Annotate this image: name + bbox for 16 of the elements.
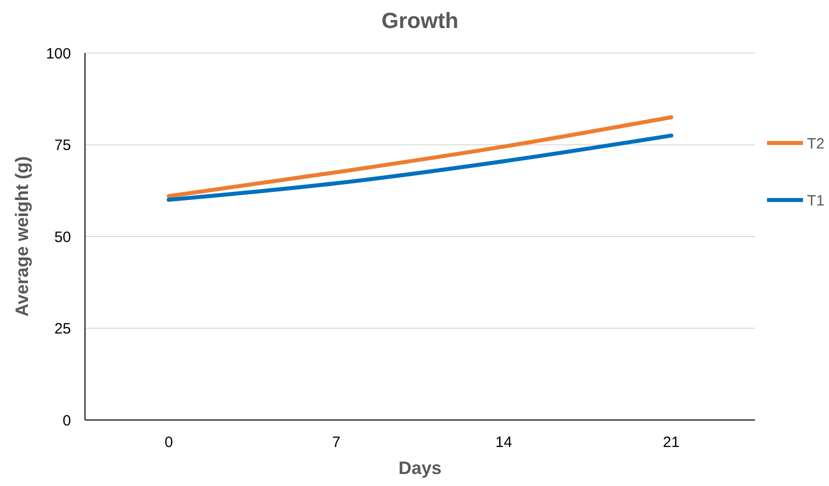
line-series xyxy=(166,115,674,198)
x-tick-label: 21 xyxy=(662,434,680,451)
legend-label: T1 xyxy=(807,192,825,210)
y-tick-label: 25 xyxy=(54,320,71,338)
y-tick-label: 100 xyxy=(46,45,71,62)
x-tick-label: 0 xyxy=(164,434,173,451)
y-axis-title: Average weight (g) xyxy=(12,156,32,317)
x-axis-title: Days xyxy=(398,458,442,478)
x-tick-label: 7 xyxy=(332,434,340,451)
chart-title: Growth xyxy=(382,8,458,33)
legend-label: T2 xyxy=(807,135,825,152)
x-tick-label: 14 xyxy=(495,434,512,451)
y-tick-label: 50 xyxy=(54,228,71,246)
y-tick-label: 0 xyxy=(62,412,71,430)
y-tick-label: 75 xyxy=(54,137,71,154)
line-series xyxy=(166,134,674,202)
